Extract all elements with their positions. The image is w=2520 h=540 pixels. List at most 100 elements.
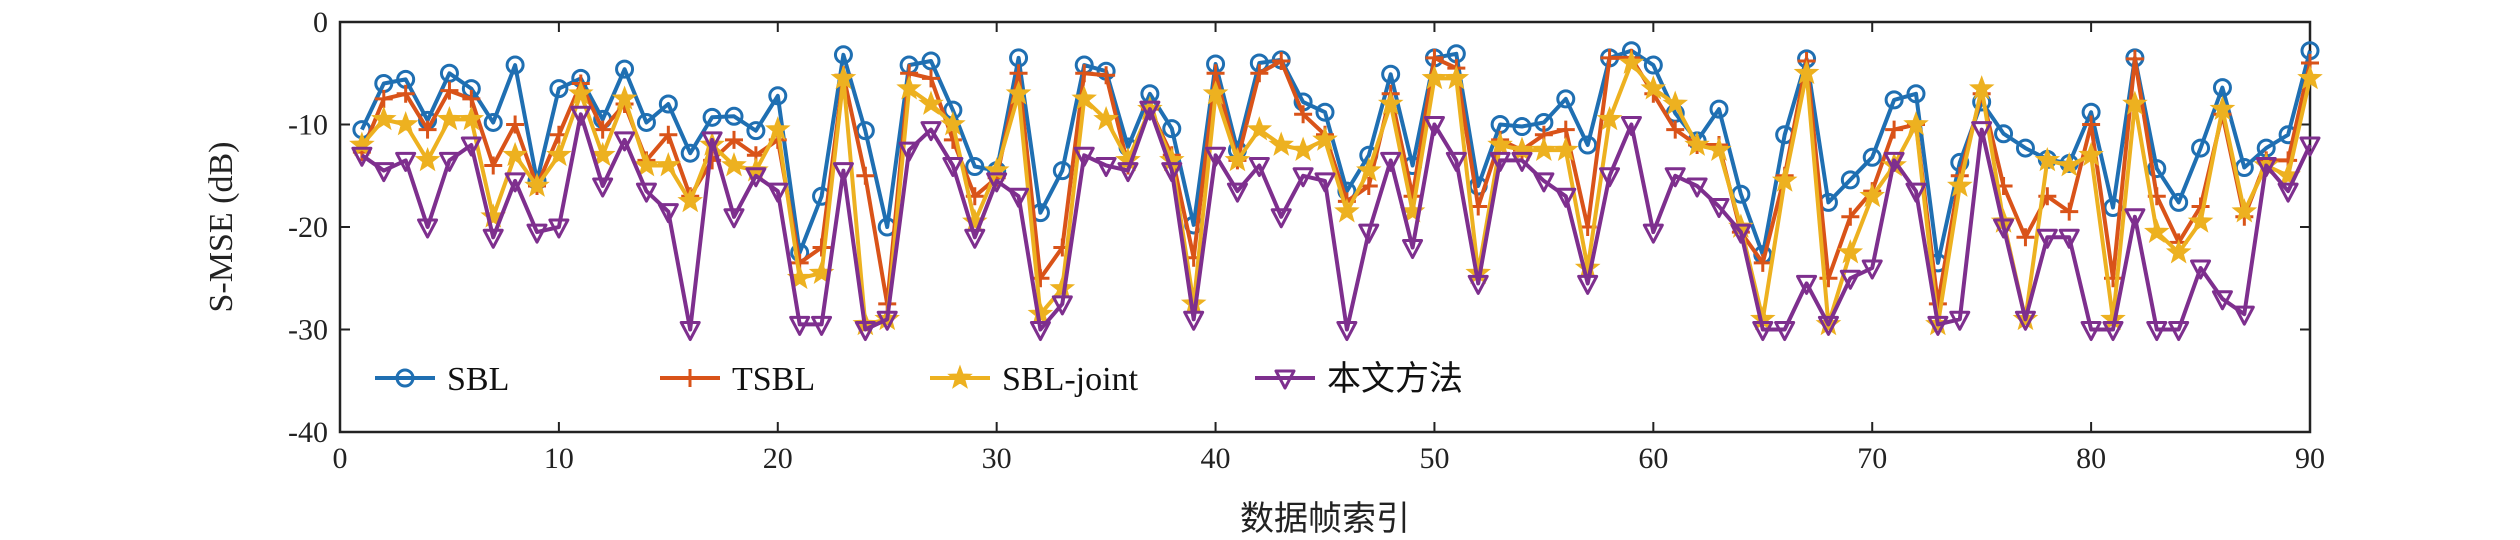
data-point (1553, 136, 1579, 161)
data-point (832, 162, 854, 183)
data-point (349, 131, 375, 156)
y-tick-label: -20 (288, 211, 328, 244)
data-point (765, 116, 791, 141)
data-point (1752, 321, 1774, 341)
data-point (414, 146, 441, 172)
data-point (1250, 64, 1269, 83)
data-point (1402, 239, 1424, 259)
data-point (373, 162, 395, 183)
data-point (2060, 202, 2079, 221)
data-point (438, 151, 460, 172)
data-point (1095, 157, 1117, 177)
data-point (548, 218, 570, 239)
data-point (767, 182, 789, 203)
plot-frame (338, 20, 2312, 434)
data-point (1839, 269, 1861, 290)
data-point (636, 112, 656, 132)
data-point (2080, 321, 2102, 341)
x-tick-label: 90 (2295, 442, 2325, 475)
data-point (1774, 321, 1796, 341)
data-point (725, 130, 743, 149)
data-point (483, 112, 503, 132)
data-point (1270, 208, 1292, 229)
data-point (2122, 90, 2148, 115)
data-point (1445, 151, 1467, 172)
data-point (524, 172, 550, 197)
data-point (1578, 135, 1598, 155)
data-point (482, 228, 504, 249)
data-point (1837, 239, 1864, 264)
data-point (2144, 218, 2170, 243)
data-point (549, 79, 569, 99)
data-point (1708, 198, 1730, 218)
data-point (896, 75, 922, 100)
data-point (2014, 310, 2036, 331)
data-point (964, 228, 986, 249)
legend-marker (1274, 369, 1296, 390)
data-point (2187, 208, 2214, 233)
data-point (1533, 172, 1555, 193)
data-point (635, 182, 657, 203)
data-point (918, 90, 944, 115)
data-point (1051, 295, 1073, 316)
data-point (1512, 117, 1532, 137)
data-point (1883, 151, 1905, 172)
data-point (679, 321, 701, 341)
data-point (2233, 305, 2255, 326)
data-point (484, 156, 503, 175)
data-point (396, 84, 415, 103)
data-point (1949, 310, 1971, 331)
data-point (1443, 64, 1470, 90)
x-tick-label: 10 (544, 442, 574, 475)
data-point (1117, 162, 1139, 183)
data-point (2299, 136, 2321, 157)
data-point (1272, 51, 1291, 70)
data-point (1994, 124, 2014, 144)
data-point (2165, 239, 2192, 264)
data-point (440, 81, 459, 100)
data-point (1005, 80, 1032, 105)
data-point (1381, 64, 1401, 84)
data-point (745, 167, 767, 188)
data-point (1596, 105, 1623, 131)
data-point (1709, 99, 1729, 119)
data-point (721, 152, 747, 177)
axes-layer: 0 10 20 30 40 50 60 70 80 90 0 -10 -20 -30 -40 (288, 6, 2325, 475)
data-point (1248, 157, 1270, 177)
data-point (1730, 223, 1752, 244)
data-point (940, 111, 966, 136)
data-point (830, 64, 857, 90)
legend-entry-3: SBL-joint (930, 361, 1139, 398)
data-point (658, 94, 678, 114)
data-point (789, 315, 811, 336)
data-point (1139, 100, 1161, 121)
data-point (1556, 89, 1576, 109)
data-point (1840, 170, 1860, 190)
data-point (1183, 310, 1205, 331)
data-point (983, 157, 1010, 182)
data-point (965, 157, 985, 177)
data-point (1292, 167, 1314, 188)
x-tick-label: 50 (1419, 442, 1449, 475)
data-point (1686, 177, 1708, 198)
legend-entry-2: TSBL (660, 361, 815, 398)
data-point (1706, 136, 1732, 161)
data-point (2231, 198, 2258, 223)
data-point (1509, 136, 1535, 161)
data-point (1380, 151, 1402, 172)
data-point (611, 85, 638, 110)
data-point (2036, 228, 2058, 249)
x-tick-label: 20 (763, 442, 793, 475)
data-point (1906, 84, 1926, 104)
data-point (1664, 167, 1686, 188)
data-point (1421, 64, 1448, 90)
data-point (1531, 136, 1557, 161)
data-point (462, 89, 481, 108)
data-point (1905, 182, 1927, 203)
data-point (505, 55, 525, 75)
data-point (1793, 59, 1820, 85)
data-point (1097, 66, 1116, 85)
data-point (592, 177, 614, 198)
data-point (1600, 48, 1619, 67)
